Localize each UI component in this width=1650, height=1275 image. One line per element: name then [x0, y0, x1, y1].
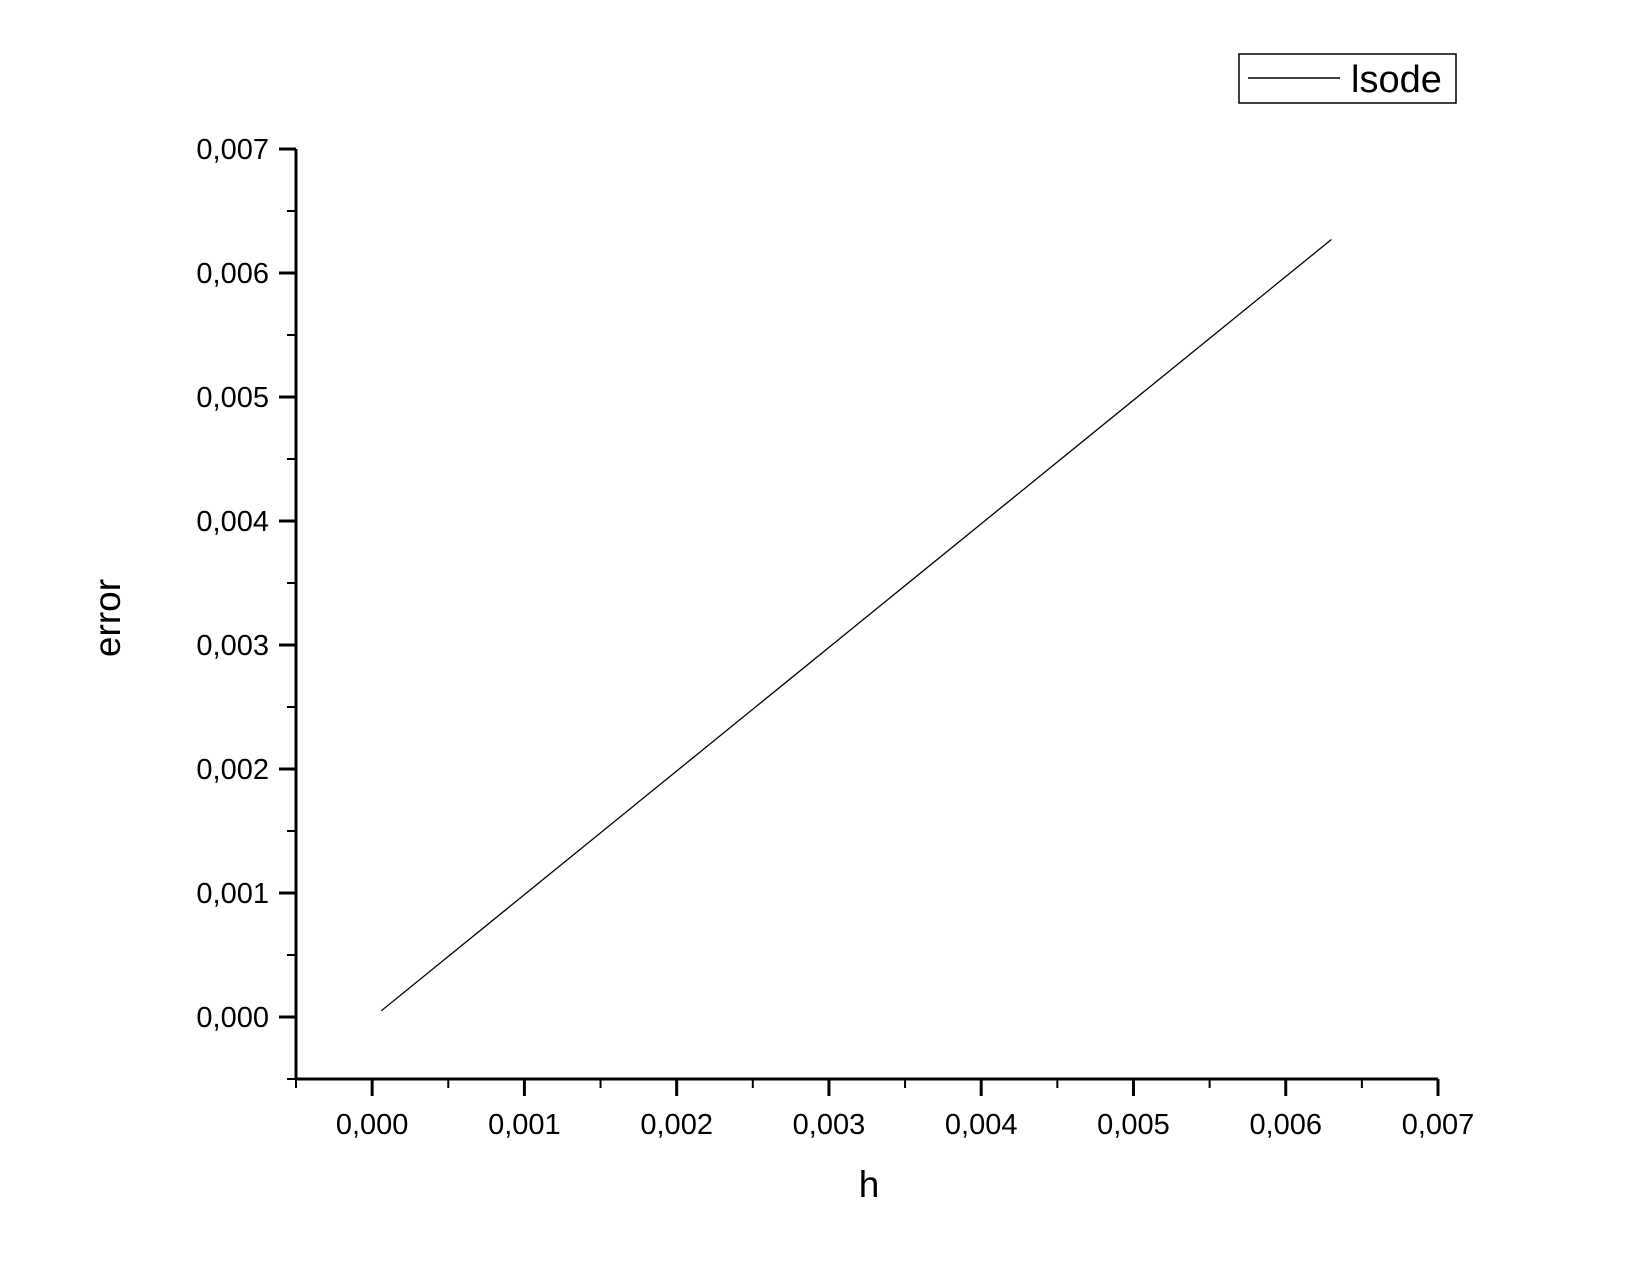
y-tick-label: 0,001 — [196, 878, 269, 910]
y-tick-label: 0,006 — [196, 258, 269, 290]
legend: lsode — [1238, 53, 1457, 104]
y-tick-label: 0,005 — [196, 382, 269, 414]
x-axis-title: h — [859, 1164, 880, 1205]
legend-label-lsode: lsode — [1351, 59, 1442, 101]
x-tick-label: 0,000 — [336, 1109, 409, 1141]
x-axis-tick-labels: 0,000 0,001 0,002 0,003 0,004 0,005 0,006 0,007 — [336, 1109, 1474, 1141]
y-tick-label: 0,004 — [196, 506, 269, 538]
x-tick-label: 0,001 — [488, 1109, 561, 1141]
x-tick-label: 0,007 — [1402, 1109, 1475, 1141]
series-line-lsode — [380, 238, 1332, 1012]
series-group — [380, 238, 1332, 1012]
y-tick-label: 0,000 — [196, 1002, 269, 1034]
y-tick-label: 0,002 — [196, 754, 269, 786]
y-tick-label: 0,007 — [196, 134, 269, 166]
y-tick-label: 0,003 — [196, 630, 269, 662]
x-tick-label: 0,006 — [1249, 1109, 1322, 1141]
y-axis-tick-labels: 0,000 0,001 0,002 0,003 0,004 0,005 0,006 0,007 — [196, 134, 269, 1034]
x-tick-label: 0,004 — [945, 1109, 1018, 1141]
x-axis-ticks — [295, 1079, 1440, 1096]
x-tick-label: 0,003 — [793, 1109, 866, 1141]
x-tick-label: 0,002 — [640, 1109, 713, 1141]
x-tick-label: 0,005 — [1097, 1109, 1170, 1141]
y-axis-title: error — [87, 579, 128, 657]
